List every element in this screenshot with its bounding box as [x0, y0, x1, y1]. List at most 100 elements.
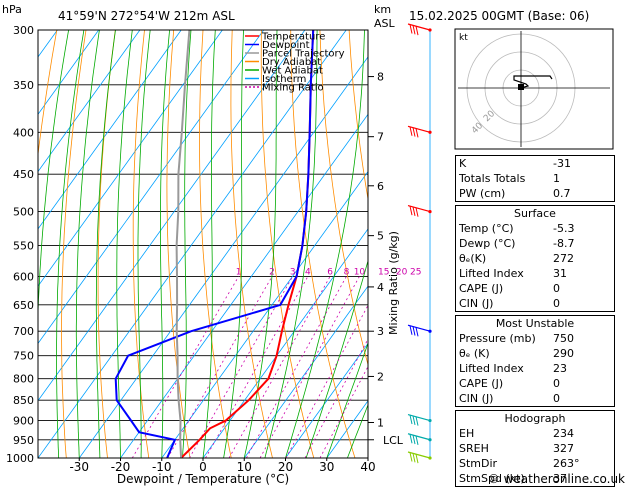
index-row: θₑ (K)290 [456, 346, 614, 361]
pressure-tick-label: 450 [13, 168, 34, 181]
dry-adiabat-line [231, 30, 273, 458]
surface-title: Surface [456, 206, 614, 221]
index-value: 1 [553, 171, 611, 186]
x-axis-title: Dewpoint / Temperature (°C) [117, 472, 289, 486]
index-value: 0 [553, 281, 611, 296]
dry-adiabat-line [98, 30, 115, 458]
mixing-ratio-label: 1 [236, 267, 242, 277]
asl-label: ASL [374, 17, 396, 30]
index-label: CIN (J) [459, 296, 493, 311]
x-tick-label: -30 [69, 460, 89, 474]
wind-barb-dot [428, 419, 431, 422]
wind-barb-flag [413, 207, 415, 216]
km-tick-label: 2 [377, 370, 384, 383]
index-label: K [459, 156, 466, 171]
wet-adiabat-line [117, 30, 133, 458]
km-label: km [374, 3, 391, 16]
isotherm-line [38, 30, 346, 458]
index-value: 0 [553, 376, 611, 391]
index-row: CAPE (J) 0 [456, 376, 614, 391]
mixing-ratio-label: 2 [269, 267, 275, 277]
wind-barb-flag [416, 128, 418, 137]
mixing-ratio-line [189, 276, 292, 458]
isotherm-line [162, 30, 470, 458]
index-value: 0 [553, 296, 611, 311]
index-row: CAPE (J)0 [456, 281, 614, 296]
wind-barb-flag [410, 127, 412, 136]
pressure-tick-label: 650 [13, 299, 34, 312]
index-value: 23 [553, 361, 611, 376]
pressure-tick-label: 700 [13, 325, 34, 338]
wet-adiabat-line [203, 30, 215, 458]
wet-adiabat-line [96, 30, 115, 458]
wind-barb-column [408, 24, 432, 463]
index-value: 290 [553, 346, 611, 361]
index-row: StmSpd (kt) 37 [456, 471, 614, 486]
pressure-unit-label: hPa [2, 3, 22, 16]
pressure-tick-label: 850 [13, 394, 34, 407]
pressure-tick-label: 500 [13, 206, 34, 219]
index-label: Lifted Index [459, 266, 524, 281]
wind-barb-dot [428, 210, 431, 213]
lcl-label: LCL [383, 434, 404, 447]
wind-barb-flag [416, 26, 418, 35]
wind-barb-flag [410, 453, 412, 462]
index-label: Dewp (°C) [459, 236, 515, 251]
index-label: Temp (°C) [459, 221, 514, 236]
index-row: θₑ(K)272 [456, 251, 614, 266]
right-axis-title: Mixing Ratio (g/kg) [387, 231, 400, 335]
index-value: 37 [553, 471, 611, 486]
index-value: 0 [553, 391, 611, 406]
wind-barb-flag [416, 436, 418, 445]
isotherm-line [121, 30, 429, 458]
dewpoint-line [116, 30, 314, 458]
wind-barb-flag [413, 327, 415, 336]
index-label: StmSpd (kt) [459, 471, 525, 486]
index-row: CIN (J) 0 [456, 296, 614, 311]
index-value: 327 [553, 441, 611, 456]
pressure-tick-label: 900 [13, 415, 34, 428]
km-tick-label: 6 [377, 180, 384, 193]
temperature-line [181, 30, 313, 458]
location-label: 41°59'N 272°54'W 212m ASL [58, 9, 235, 23]
pressure-tick-label: 600 [13, 270, 34, 283]
index-label: StmDir [459, 456, 497, 471]
wind-barb-dot [428, 438, 431, 441]
index-value: 31 [553, 266, 611, 281]
wind-barb-flag [410, 326, 412, 335]
dry-adiabat-line [62, 30, 87, 458]
most-unstable-title: Most Unstable [456, 316, 614, 331]
dry-adiabat-line [261, 30, 314, 458]
index-label: EH [459, 426, 474, 441]
mixing-ratio-line [206, 276, 308, 458]
index-label: CAPE (J) [459, 376, 503, 391]
x-tick-label: 40 [360, 460, 375, 474]
wet-adiabat-line [138, 30, 150, 458]
mixing-ratio-label: 6 [327, 267, 333, 277]
index-row: StmDir 263° [456, 456, 614, 471]
index-value: 263° [553, 456, 611, 471]
mixing-ratio-label: 4 [305, 267, 311, 277]
pressure-tick-label: 750 [13, 350, 34, 363]
index-row: Lifted Index 31 [456, 266, 614, 281]
hodograph-unit: kt [459, 33, 468, 43]
wind-barb-dot [428, 330, 431, 333]
legend-entry: Mixing Ratio [262, 83, 324, 94]
index-row: PW (cm)0.7 [456, 186, 614, 201]
pressure-tick-label: 350 [13, 79, 34, 92]
wind-barb-dot [428, 131, 431, 134]
index-value: 750 [553, 331, 611, 346]
pressure-tick-label: 550 [13, 239, 34, 252]
hodograph: kt 20 40 [455, 29, 613, 149]
km-tick-label: 7 [377, 131, 384, 144]
wind-barb-dot [428, 28, 431, 31]
km-tick-label: 3 [377, 325, 384, 338]
wind-barb-flag [416, 208, 418, 217]
